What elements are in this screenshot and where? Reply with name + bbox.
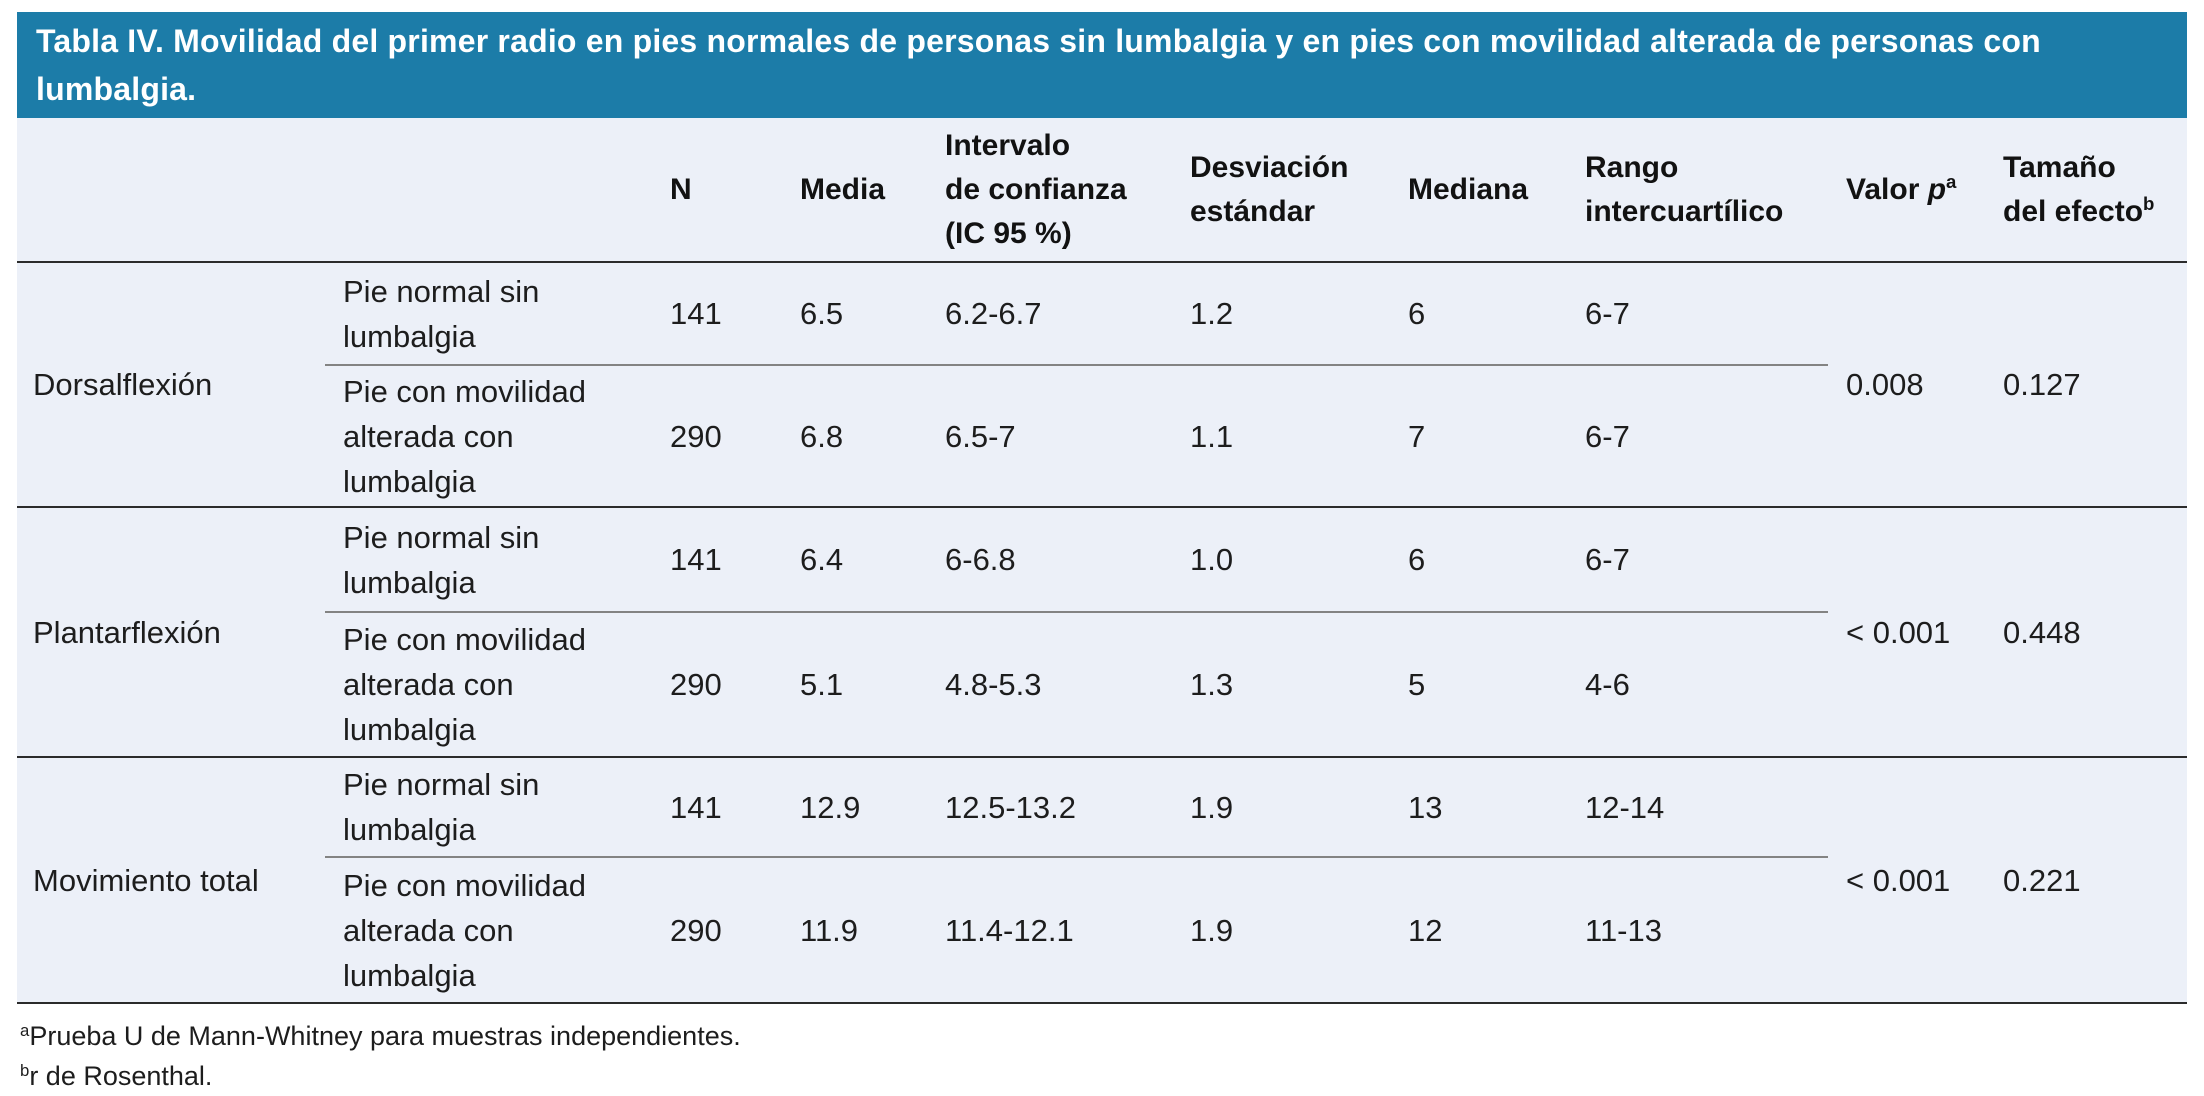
- de-cell: 1.9: [1172, 757, 1390, 858]
- mediana-cell: 6: [1390, 507, 1567, 613]
- table-footnotes: aPrueba U de Mann-Whitney para muestras …: [20, 1016, 2187, 1096]
- media-cell: 6.4: [782, 507, 927, 613]
- p-value-cell: < 0.001: [1846, 862, 1951, 898]
- effect-size-cell: 0.448: [2003, 614, 2081, 650]
- rango-cell: 12-14: [1567, 757, 1828, 858]
- media-cell: 5.1: [800, 667, 844, 702]
- ic-cell: 6.5-7: [945, 418, 1016, 454]
- de-cell: 1.9: [1190, 912, 1234, 948]
- ic-cell: 12.5-13.2: [927, 757, 1172, 858]
- table-row: Pie con movilidad alterada con lumbalgia…: [17, 857, 2187, 1003]
- rango-cell: 4-6: [1585, 667, 1630, 702]
- table-row: Plantarflexión Pie normal sin lumbalgia …: [17, 507, 2187, 650]
- table-row: Dorsalflexión Pie normal sin lumbalgia 1…: [17, 262, 2187, 402]
- table-header-row: N Media Intervalo de confianza (IC 95 %)…: [17, 118, 2187, 262]
- table-row: Pie con movilidad alterada con lumbalgia…: [17, 612, 2187, 757]
- header-tamano-efecto: Tamaño del efectob: [2003, 150, 2155, 228]
- group-dorsalflexion: Dorsalflexión Pie normal sin lumbalgia 1…: [17, 262, 2187, 507]
- de-cell: 1.3: [1190, 667, 1234, 702]
- condition-cell: Pie con movilidad alterada con lumbalgia: [343, 373, 586, 499]
- header-condition: [325, 118, 652, 262]
- condition-cell: Pie normal sin lumbalgia: [325, 507, 652, 613]
- group-plantarflexion: Plantarflexión Pie normal sin lumbalgia …: [17, 507, 2187, 757]
- mediana-cell: 13: [1390, 757, 1567, 858]
- header-n: N: [670, 172, 692, 206]
- n-cell: 290: [670, 912, 722, 948]
- group-label: Movimiento total: [33, 862, 259, 898]
- n-cell: 141: [652, 507, 782, 613]
- de-cell: 1.1: [1190, 418, 1234, 454]
- n-cell: 141: [652, 262, 782, 366]
- footnote-b: br de Rosenthal.: [20, 1060, 213, 1091]
- mediana-cell: 5: [1408, 667, 1426, 702]
- condition-cell: Pie normal sin lumbalgia: [325, 262, 652, 366]
- p-value-cell: 0.008: [1846, 367, 1924, 402]
- mediana-cell: 6: [1390, 262, 1567, 366]
- table-row: Movimiento total Pie normal sin lumbalgi…: [17, 757, 2187, 898]
- media-cell: 12.9: [782, 757, 927, 858]
- ic-cell: 11.4-12.1: [945, 912, 1074, 948]
- effect-size-cell: 0.127: [2003, 367, 2081, 402]
- header-valor-p: Valor pa: [1846, 171, 1957, 206]
- n-cell: 141: [652, 757, 782, 858]
- de-cell: 1.0: [1172, 507, 1390, 613]
- de-cell: 1.2: [1172, 262, 1390, 366]
- ic-cell: 4.8-5.3: [945, 667, 1042, 702]
- table-title-bar: Tabla IV. Movilidad del primer radio en …: [17, 12, 2187, 118]
- header-rango-intercuartilico: Rango intercuartílico: [1585, 150, 1784, 228]
- ic-cell: 6.2-6.7: [927, 262, 1172, 366]
- statistics-table: N Media Intervalo de confianza (IC 95 %)…: [17, 118, 2187, 1004]
- header-movement: [17, 118, 325, 262]
- n-cell: 290: [670, 418, 722, 454]
- condition-cell: Pie normal sin lumbalgia: [325, 757, 652, 858]
- media-cell: 11.9: [800, 912, 859, 948]
- effect-size-cell: 0.221: [2003, 862, 2081, 898]
- condition-cell: Pie con movilidad alterada con lumbalgia: [343, 622, 586, 747]
- group-label: Dorsalflexión: [33, 367, 213, 402]
- ic-cell: 6-6.8: [927, 507, 1172, 613]
- footnote-a: aPrueba U de Mann-Whitney para muestras …: [20, 1020, 741, 1051]
- header-intervalo-confianza: Intervalo de confianza (IC 95 %): [945, 128, 1127, 250]
- n-cell: 290: [670, 667, 722, 702]
- rango-cell: 11-13: [1585, 912, 1662, 948]
- header-desviacion-estandar: Desviación estándar: [1190, 150, 1349, 228]
- mediana-cell: 12: [1408, 912, 1443, 948]
- table-container: N Media Intervalo de confianza (IC 95 %)…: [17, 118, 2187, 1004]
- media-cell: 6.8: [800, 418, 844, 454]
- condition-cell: Pie con movilidad alterada con lumbalgia: [343, 867, 586, 993]
- header-media: Media: [800, 172, 886, 206]
- table-row: Pie con movilidad alterada con lumbalgia…: [17, 365, 2187, 507]
- rango-cell: 6-7: [1567, 507, 1828, 613]
- group-label: Plantarflexión: [33, 614, 221, 650]
- mediana-cell: 7: [1408, 418, 1426, 454]
- group-movimiento-total: Movimiento total Pie normal sin lumbalgi…: [17, 757, 2187, 1003]
- rango-cell: 6-7: [1567, 262, 1828, 366]
- header-mediana: Mediana: [1408, 172, 1529, 206]
- rango-cell: 6-7: [1585, 418, 1630, 454]
- table-title: Tabla IV. Movilidad del primer radio en …: [36, 23, 2041, 107]
- media-cell: 6.5: [782, 262, 927, 366]
- p-value-cell: < 0.001: [1846, 614, 1951, 650]
